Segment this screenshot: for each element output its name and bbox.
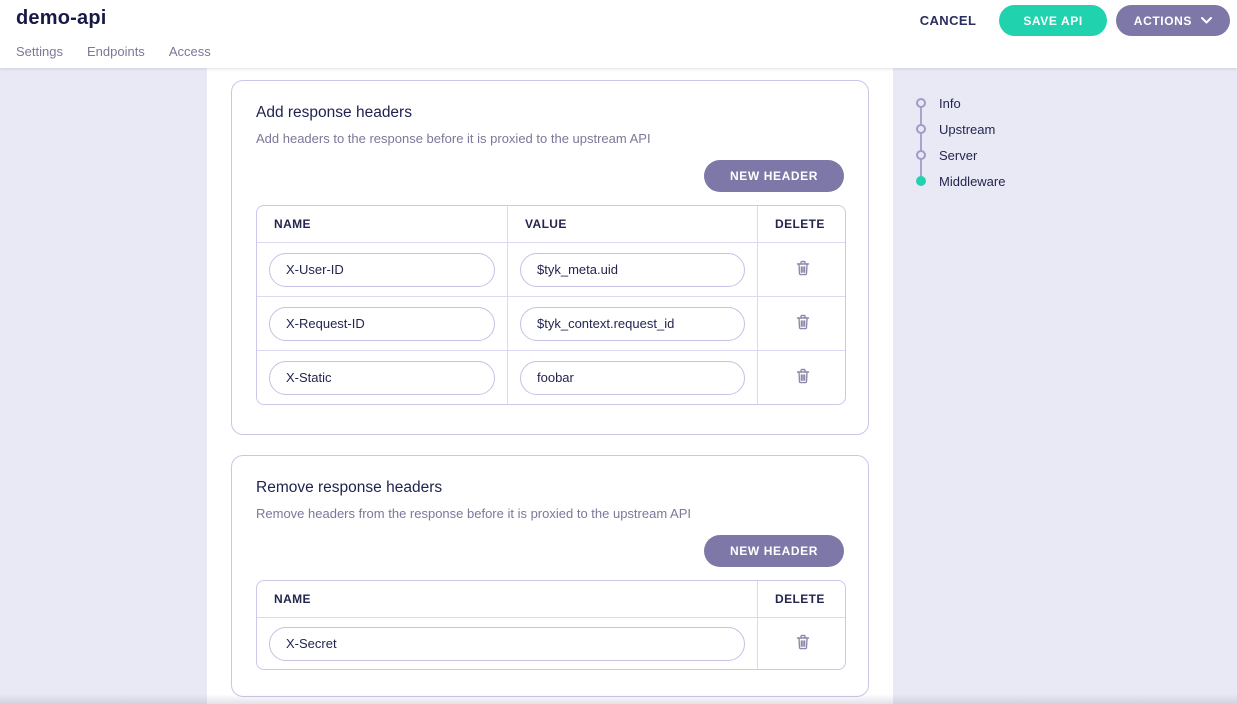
stepper-item-label: Info [939, 95, 961, 111]
remove-headers-table: NAME DELETE [256, 580, 846, 670]
delete-row-button[interactable] [792, 256, 814, 283]
stepper-item-upstream[interactable]: Upstream [916, 116, 1005, 142]
card-button-row: NEW HEADER [256, 160, 844, 192]
delete-row-button[interactable] [792, 630, 814, 657]
tab-bar: Settings Endpoints Access [16, 42, 211, 61]
table-header-row: NAME VALUE DELETE [257, 206, 845, 242]
header-name-input[interactable] [269, 360, 495, 395]
card-title: Remove response headers [256, 479, 443, 496]
header-value-input[interactable] [520, 306, 745, 341]
column-header-value: VALUE [507, 206, 757, 242]
card-description: Remove headers from the response before … [256, 506, 692, 521]
header-name-input[interactable] [269, 306, 495, 341]
table-row [257, 296, 845, 350]
main-area: Add response headers Add headers to the … [0, 68, 1237, 704]
add-headers-table: NAME VALUE DELETE [256, 205, 846, 405]
header-name-input[interactable] [269, 626, 745, 661]
trash-icon [796, 634, 810, 653]
step-dot-icon [916, 176, 926, 186]
card-button-row: NEW HEADER [256, 535, 844, 567]
tab-access[interactable]: Access [168, 44, 211, 59]
trash-icon [796, 368, 810, 387]
delete-row-button[interactable] [792, 364, 814, 391]
table-row [257, 350, 845, 404]
table-row [257, 242, 845, 296]
column-header-delete: DELETE [757, 206, 845, 242]
actions-button-label: ACTIONS [1133, 13, 1192, 28]
add-response-headers-card: Add response headers Add headers to the … [231, 80, 869, 435]
cancel-button[interactable]: CANCEL [906, 7, 991, 34]
column-header-name: NAME [274, 217, 311, 231]
content-column: Add response headers Add headers to the … [207, 68, 893, 704]
column-header-delete: DELETE [757, 581, 845, 617]
page-title: demo-api [16, 7, 107, 29]
actions-button[interactable]: ACTIONS [1115, 5, 1230, 36]
remove-response-headers-card: Remove response headers Remove headers f… [231, 455, 869, 697]
header-value-input[interactable] [520, 252, 745, 287]
new-header-button[interactable]: NEW HEADER [703, 535, 844, 567]
stepper-item-info[interactable]: Info [916, 90, 1005, 116]
table-header-row: NAME DELETE [257, 581, 845, 617]
header-value-input[interactable] [520, 360, 745, 395]
column-header-name: NAME [274, 592, 311, 606]
stepper-line [920, 103, 922, 181]
stepper-item-label: Middleware [939, 173, 1006, 189]
step-dot-icon [916, 150, 926, 160]
step-dot-icon [916, 124, 926, 134]
step-dot-icon [916, 98, 926, 108]
stepper-item-server[interactable]: Server [916, 142, 1005, 168]
header-name-input[interactable] [269, 252, 495, 287]
stepper-item-label: Server [939, 147, 978, 163]
chevron-down-icon [1201, 17, 1212, 24]
topbar: demo-api Settings Endpoints Access CANCE… [0, 0, 1237, 68]
topbar-actions: CANCEL SAVE API ACTIONS [906, 5, 1230, 36]
save-api-button[interactable]: SAVE API [999, 5, 1107, 36]
card-title: Add response headers [256, 104, 412, 121]
stepper-item-label: Upstream [939, 121, 996, 137]
tab-settings[interactable]: Settings [16, 44, 63, 59]
new-header-button[interactable]: NEW HEADER [703, 160, 844, 192]
delete-row-button[interactable] [792, 310, 814, 337]
stepper-item-middleware[interactable]: Middleware [916, 168, 1005, 194]
card-description: Add headers to the response before it is… [256, 131, 651, 146]
section-stepper: Info Upstream Server Middleware [916, 90, 1005, 194]
trash-icon [796, 314, 810, 333]
tab-endpoints[interactable]: Endpoints [86, 44, 145, 59]
table-row [257, 617, 845, 669]
trash-icon [796, 260, 810, 279]
